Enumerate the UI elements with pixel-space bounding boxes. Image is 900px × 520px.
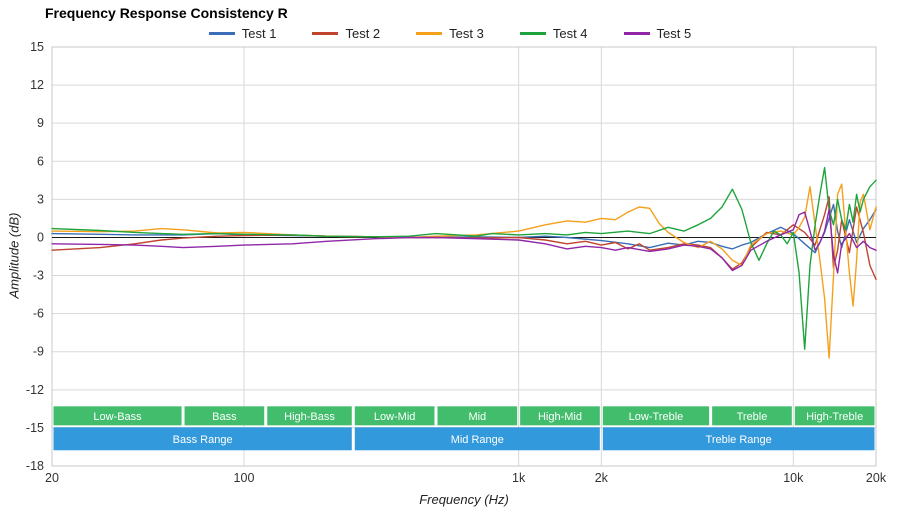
legend-swatch <box>623 31 650 35</box>
y-tick-label: -3 <box>33 269 44 283</box>
y-tick-label: 0 <box>37 230 44 244</box>
range-label: Treble Range <box>706 434 772 446</box>
range-segment <box>53 427 352 451</box>
legend-label: Test 5 <box>656 25 692 41</box>
x-tick-label: 10k <box>783 471 804 485</box>
band-segment <box>794 406 875 426</box>
y-tick-label: -15 <box>26 421 44 435</box>
band-label: Mid <box>468 411 486 423</box>
x-tick-label: 100 <box>234 471 255 485</box>
y-tick-label: -12 <box>26 383 44 397</box>
y-axis-label: Amplitude (dB) <box>6 212 22 299</box>
legend-swatch <box>208 31 235 35</box>
range-label: Mid Range <box>451 434 504 446</box>
band-label: Low-Bass <box>93 411 142 423</box>
series-line-test-3 <box>51 183 877 359</box>
plot-border <box>51 46 877 467</box>
legend-item-test-4: Test 4 <box>519 25 588 41</box>
band-label: Treble <box>737 411 768 423</box>
chart-title: Frequency Response Consistency R <box>45 5 288 21</box>
legend-swatch <box>416 31 443 35</box>
y-tick-label: 6 <box>37 154 44 168</box>
y-tick-label: -18 <box>26 459 44 473</box>
x-tick-label: 1k <box>512 471 526 485</box>
y-tick-label: -9 <box>33 345 44 359</box>
legend-swatch <box>519 31 546 35</box>
x-tick-label: 20k <box>866 471 887 485</box>
y-tick-label: 15 <box>30 40 44 54</box>
band-segment <box>53 406 182 426</box>
legend-item-test-1: Test 1 <box>208 25 277 41</box>
band-label: Low-Treble <box>629 411 684 423</box>
series-line-test-5 <box>51 208 877 274</box>
x-tick-label: 2k <box>595 471 609 485</box>
x-axis-label: Frequency (Hz) <box>419 492 509 507</box>
band-label: High-Mid <box>538 411 582 423</box>
band-segment <box>184 406 265 426</box>
legend-label: Test 4 <box>552 25 588 41</box>
band-segment <box>354 406 435 426</box>
band-label: Low-Mid <box>374 411 416 423</box>
y-tick-label: 12 <box>30 78 44 92</box>
series-line-test-4 <box>51 166 877 350</box>
x-tick-label: 20 <box>45 471 59 485</box>
legend-label: Test 2 <box>345 25 381 41</box>
band-segment <box>520 406 600 426</box>
band-label: High-Bass <box>284 411 335 423</box>
band-label: Bass <box>212 411 237 423</box>
legend-item-test-2: Test 2 <box>312 26 380 41</box>
range-segment <box>354 427 600 451</box>
legend-swatch <box>312 31 339 35</box>
legend-label: Test 3 <box>449 25 484 41</box>
y-tick-label: 3 <box>37 192 44 206</box>
band-segment <box>437 406 518 426</box>
band-segment <box>602 406 710 426</box>
range-label: Bass Range <box>173 434 233 446</box>
band-segment <box>267 406 352 426</box>
legend-item-test-5: Test 5 <box>623 25 692 41</box>
y-tick-label: -6 <box>33 307 44 321</box>
legend-label: Test 1 <box>241 25 277 41</box>
band-label: High-Treble <box>806 411 863 423</box>
range-segment <box>602 427 875 451</box>
y-tick-label: 9 <box>37 116 44 130</box>
legend-item-test-3: Test 3 <box>416 26 484 41</box>
legend: Test 1 Test 2 Test 3 Test 4 Test 5 <box>0 23 900 43</box>
band-segment <box>712 406 792 426</box>
